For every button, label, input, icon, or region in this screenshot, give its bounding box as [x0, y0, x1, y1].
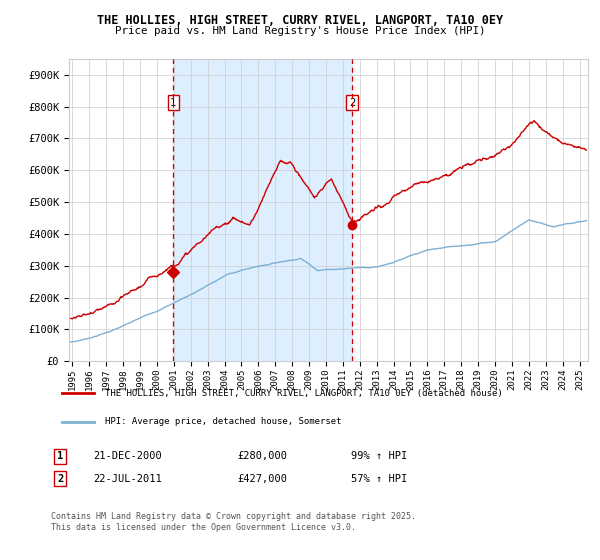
Text: THE HOLLIES, HIGH STREET, CURRY RIVEL, LANGPORT, TA10 0EY (detached house): THE HOLLIES, HIGH STREET, CURRY RIVEL, L… [105, 389, 502, 398]
Text: £427,000: £427,000 [237, 474, 287, 484]
Text: 2: 2 [349, 97, 355, 108]
Text: Contains HM Land Registry data © Crown copyright and database right 2025.
This d: Contains HM Land Registry data © Crown c… [51, 512, 416, 532]
Text: 99% ↑ HPI: 99% ↑ HPI [351, 451, 407, 461]
Text: £280,000: £280,000 [237, 451, 287, 461]
Text: 1: 1 [57, 451, 63, 461]
Text: THE HOLLIES, HIGH STREET, CURRY RIVEL, LANGPORT, TA10 0EY: THE HOLLIES, HIGH STREET, CURRY RIVEL, L… [97, 14, 503, 27]
Bar [173, 59, 352, 361]
Text: HPI: Average price, detached house, Somerset: HPI: Average price, detached house, Some… [105, 417, 341, 426]
Text: Price paid vs. HM Land Registry's House Price Index (HPI): Price paid vs. HM Land Registry's House … [115, 26, 485, 36]
Text: 1: 1 [170, 97, 176, 108]
Text: 22-JUL-2011: 22-JUL-2011 [93, 474, 162, 484]
Text: 2: 2 [57, 474, 63, 484]
Text: 21-DEC-2000: 21-DEC-2000 [93, 451, 162, 461]
Text: 57% ↑ HPI: 57% ↑ HPI [351, 474, 407, 484]
